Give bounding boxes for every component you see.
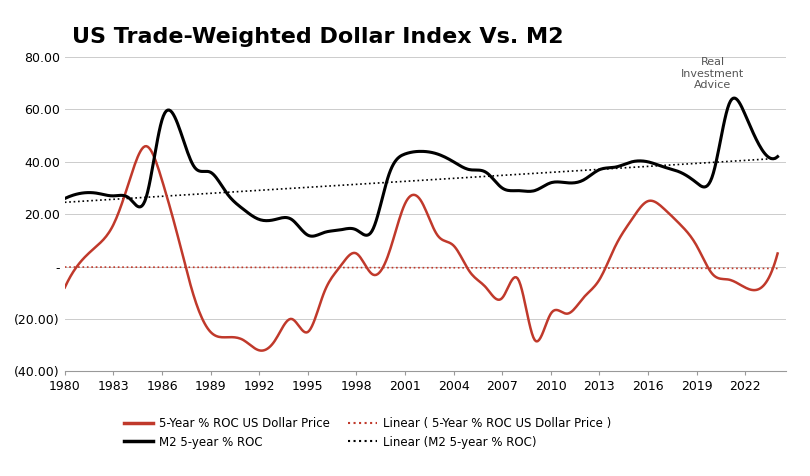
Text: Real
Investment
Advice: Real Investment Advice (681, 57, 744, 90)
Text: US Trade-Weighted Dollar Index Vs. M2: US Trade-Weighted Dollar Index Vs. M2 (72, 27, 564, 47)
Legend: 5-Year % ROC US Dollar Price, M2 5-year % ROC, Linear ( 5-Year % ROC US Dollar P: 5-Year % ROC US Dollar Price, M2 5-year … (119, 412, 616, 453)
